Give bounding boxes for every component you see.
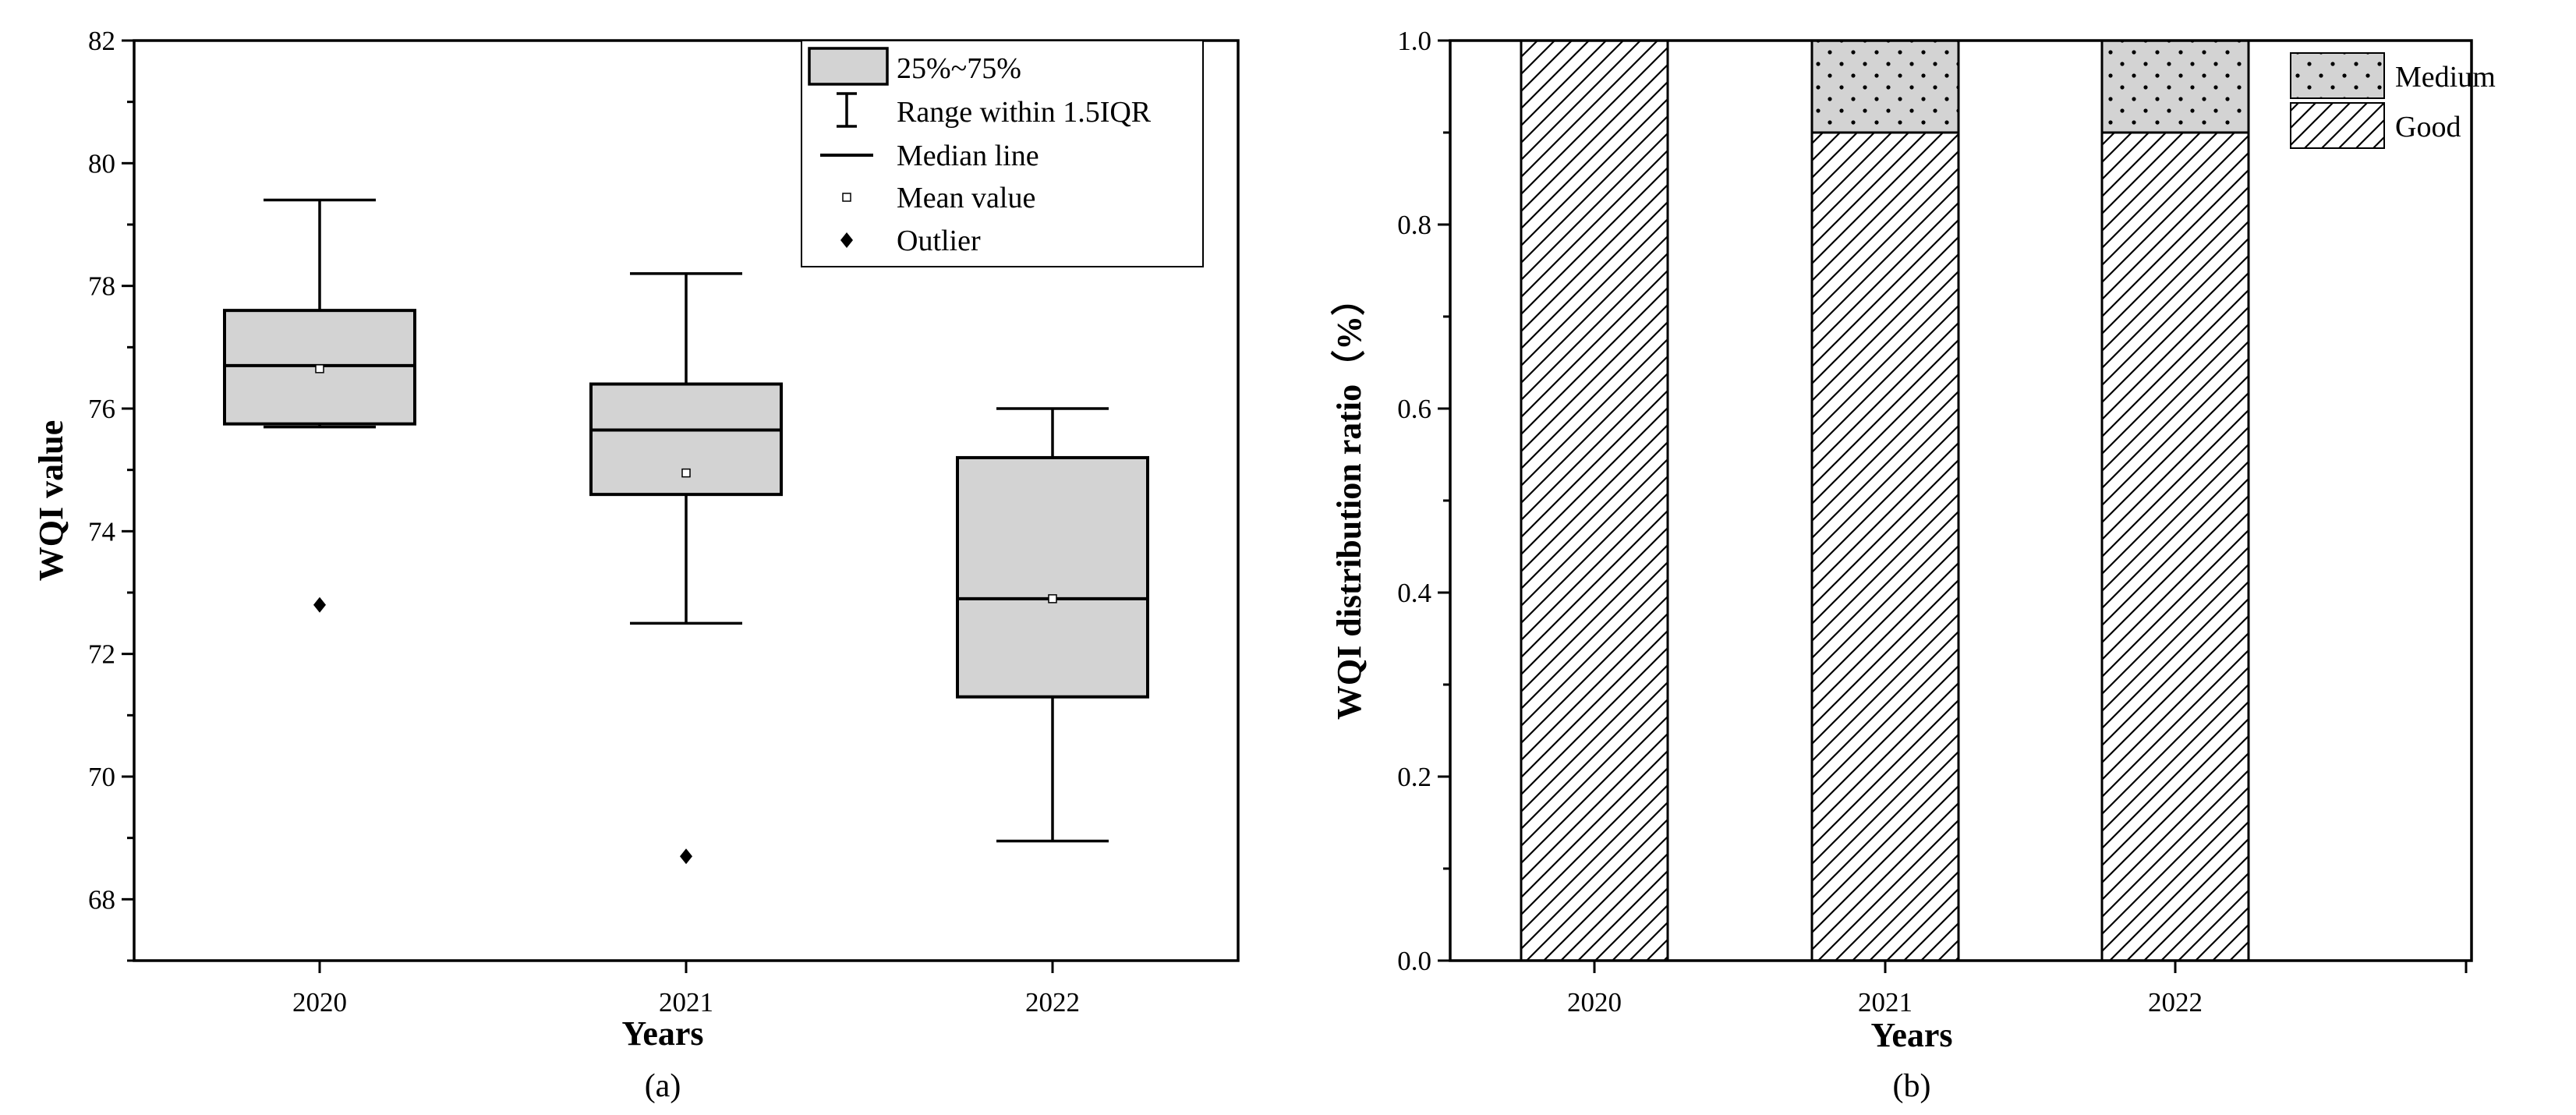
x-axis-ticks: 2020 2021 2022 [292, 961, 1080, 1018]
legend-label: Good [2395, 111, 2461, 143]
x-axis-ticks: 2020 2021 2022 [1567, 961, 2468, 1018]
outlier-marker [680, 848, 692, 865]
legend-label: 25%~75% [897, 52, 1021, 85]
legend-label: Outlier [897, 225, 981, 257]
box-plot-marks [223, 198, 1149, 865]
panel-b-stacked-bar: 0.0 0.2 0.4 0.6 0.8 1.0 2020 2021 2022 Medium Go… [1330, 26, 2496, 1104]
bar-segment-good [1810, 131, 1960, 962]
x-axis-title: Years [1870, 1016, 1952, 1054]
legend-label: Mean value [897, 182, 1035, 214]
bar-segment-medium [2100, 39, 2250, 134]
x-tick-label: 2022 [1025, 987, 1080, 1018]
stacked-bar-marks [1520, 39, 2250, 962]
y-tick-label: 0.0 [1397, 946, 1431, 976]
bar-segment-good [1520, 39, 1669, 962]
panel-label: (b) [1893, 1068, 1931, 1104]
y-tick-label: 78 [88, 271, 115, 302]
box-2020 [223, 198, 416, 613]
legend: Medium Good [2290, 52, 2496, 149]
bar-2022 [2100, 39, 2250, 962]
legend-label: Range within 1.5IQR [897, 96, 1152, 129]
legend: 25%~75% Range within 1.5IQR Median line Mea… [801, 40, 1204, 267]
panel-label: (a) [645, 1068, 681, 1104]
iqr-box [589, 382, 783, 497]
legend-mean-swatch [842, 193, 851, 202]
y-tick-label: 76 [88, 394, 115, 424]
box-2021 [589, 272, 783, 865]
y-axis-title: WQI distribution ratio（%） [1330, 281, 1368, 720]
outlier-marker [313, 596, 326, 613]
y-axis-ticks: 68 70 72 74 76 78 80 82 [88, 26, 134, 962]
legend-swatch-good [2290, 102, 2385, 149]
bar-segment-good [2100, 131, 2250, 962]
legend-outlier-swatch [840, 232, 853, 248]
y-tick-label: 0.8 [1397, 210, 1431, 240]
mean-marker [1048, 594, 1057, 604]
y-tick-label: 0.4 [1397, 578, 1431, 608]
y-tick-label: 80 [88, 148, 115, 179]
bar-2020 [1520, 39, 1669, 962]
legend-label: Median line [897, 140, 1039, 172]
iqr-box [956, 455, 1149, 699]
mean-marker [681, 468, 691, 478]
mean-marker [315, 364, 324, 373]
legend-swatch-medium [2290, 52, 2385, 99]
legend-box-swatch [808, 47, 889, 86]
x-axis-title: Years [621, 1014, 703, 1053]
y-tick-label: 1.0 [1397, 26, 1431, 56]
y-tick-label: 0.6 [1397, 394, 1431, 424]
legend-label: Medium [2395, 61, 2496, 94]
x-tick-label: 2021 [659, 987, 713, 1018]
x-tick-label: 2020 [1567, 987, 1622, 1018]
plot-frame [133, 39, 1240, 962]
y-tick-label: 0.2 [1397, 762, 1431, 792]
y-tick-label: 74 [88, 516, 115, 547]
bar-segment-medium [1810, 39, 1960, 134]
box-2022 [956, 407, 1149, 843]
y-axis-ticks: 0.0 0.2 0.4 0.6 0.8 1.0 [1397, 26, 1450, 976]
x-tick-label: 2020 [292, 987, 347, 1018]
x-tick-label: 2022 [2148, 987, 2203, 1018]
y-tick-label: 70 [88, 762, 115, 792]
y-axis-title: WQI value [32, 420, 70, 582]
y-tick-label: 82 [88, 26, 115, 56]
plot-frame [1449, 39, 2473, 962]
panel-a-box-plot: 68 70 72 74 76 78 80 82 2020 2021 2022 25%~75% Ran… [32, 26, 1240, 1104]
bar-2021 [1810, 39, 1960, 962]
y-tick-label: 68 [88, 884, 115, 915]
y-tick-label: 72 [88, 639, 115, 670]
x-tick-label: 2021 [1858, 987, 1913, 1018]
